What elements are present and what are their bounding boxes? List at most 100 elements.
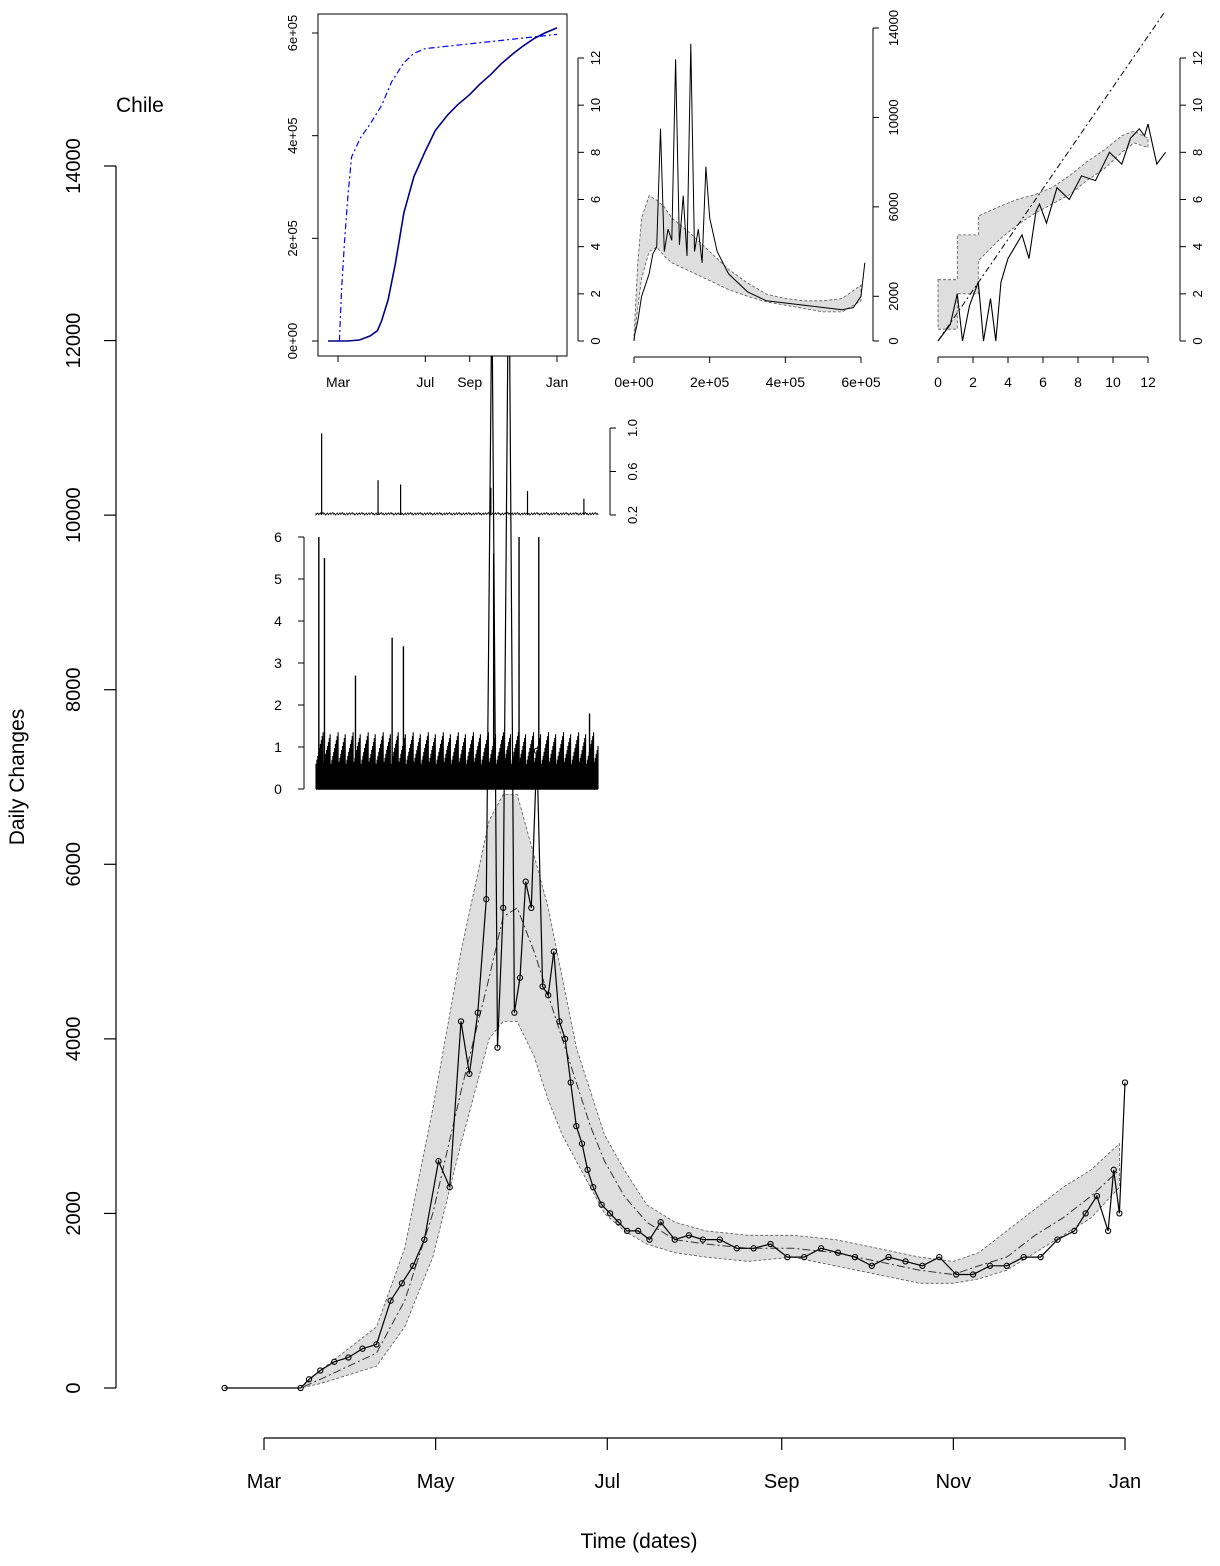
observed-point (767, 1240, 774, 1248)
inset-left-tick-label: 1 (274, 739, 282, 755)
inset-x-tick-label: 12 (1140, 374, 1156, 390)
observed-point (457, 1018, 465, 1025)
inset-left-tick-label: 5 (274, 571, 282, 587)
inset-right-tick-label: 2 (588, 290, 603, 297)
observed-point (1093, 1192, 1101, 1200)
inset-right-tick-label: 0 (886, 337, 901, 344)
inset-x-tick-label: 2e+05 (690, 374, 730, 390)
observed-point (398, 1280, 406, 1287)
inset-right-tick-label: 12 (588, 51, 603, 65)
observed-point (578, 1140, 586, 1147)
inset-x-tick-label: 6e+05 (841, 374, 881, 390)
observed-point (657, 1219, 664, 1226)
observed-point (953, 1271, 960, 1278)
chart-title: Chile (116, 94, 164, 117)
main-central-line (224, 907, 1120, 1389)
inset-right-tick-label: 0 (1190, 337, 1205, 344)
observed-point (716, 1236, 723, 1243)
observed-point (646, 1236, 653, 1243)
observed-point (584, 1166, 591, 1173)
observed-point (986, 1262, 994, 1269)
observed-point (1037, 1253, 1044, 1261)
inset-x-tick-label: 8 (1074, 374, 1082, 390)
inset-cumulative: 0e+00 2e+05 4e+05 6e+05 0 2 4 6 8 10 12 Mar Jul Sep Ja… (285, 13, 603, 390)
inset-x-tick-label: Sep (457, 374, 482, 390)
inset-left-tick-label: 2 (274, 697, 282, 713)
y-tick-label: 12000 (63, 313, 85, 369)
y-tick-label: 10000 (63, 487, 85, 543)
observed-point (317, 1367, 324, 1374)
observed-point (421, 1236, 428, 1243)
observed-point (483, 896, 490, 903)
inset-right-tick-label: 6 (1190, 196, 1205, 203)
observed-point (1116, 1210, 1123, 1217)
log-cumulative-line (338, 33, 558, 342)
x-tick-label: Jul (594, 1471, 620, 1493)
observed-point (969, 1271, 977, 1278)
x-tick-label: May (417, 1471, 455, 1493)
observed-point (331, 1358, 338, 1365)
inset-right-tick-label: 2 (1190, 290, 1205, 297)
inset-x-tick-label: Mar (326, 374, 350, 390)
observed-point (1110, 1166, 1117, 1173)
identity-reference-line (937, 10, 1166, 342)
inset-right-tick-label: 0 (588, 337, 603, 344)
y-tick-label: 0 (63, 1382, 85, 1393)
observed-point (556, 1018, 563, 1025)
observed-point (685, 1232, 693, 1239)
main-interval-band (224, 794, 1120, 1389)
x-tick-label: Sep (764, 1471, 800, 1493)
observed-point (1003, 1262, 1010, 1269)
observed-point (919, 1262, 926, 1269)
observed-point (522, 878, 529, 885)
inset-left-tick-label: 6 (274, 529, 282, 545)
log-log-line (937, 123, 1166, 342)
histogram-bars (315, 732, 599, 789)
observed-point (598, 1201, 605, 1208)
observed-point (466, 1070, 473, 1077)
observed-point (733, 1245, 740, 1252)
inset-right-tick-label: 6000 (886, 192, 901, 221)
observed-point (446, 1184, 453, 1191)
inset-left-tick-label: 0 (274, 781, 282, 797)
observed-point (606, 1210, 614, 1217)
inset-right-tick-label: 2000 (886, 282, 901, 311)
observed-point (573, 1122, 580, 1130)
inset-right-tick-label: 10 (1190, 98, 1205, 112)
inset-x-tick-label: 0 (934, 374, 942, 390)
y-tick-label: 4000 (63, 1017, 85, 1062)
inset-right-tick-label: 12 (1190, 51, 1205, 65)
observed-point (834, 1249, 842, 1256)
main-x-axis: Mar May Jul Sep Nov Jan (247, 1437, 1141, 1493)
observed-line (224, 227, 1126, 1389)
observed-point (615, 1219, 622, 1226)
observed-point (561, 1035, 569, 1043)
inset-left-tick-label: 3 (274, 655, 282, 671)
observed-point (784, 1253, 791, 1261)
observed-point (1082, 1210, 1089, 1217)
y-tick-label: 14000 (63, 138, 85, 194)
observed-point (851, 1253, 859, 1261)
cumulative-line (328, 27, 558, 342)
inset-x-tick-label: 4e+05 (766, 374, 806, 390)
observed-point (500, 904, 507, 912)
observed-point (1020, 1253, 1027, 1261)
observed-point (345, 1354, 352, 1361)
observed-point (750, 1245, 757, 1252)
interval-band-area (224, 794, 1120, 1389)
observed-point (494, 1044, 501, 1051)
y-tick-label: 6000 (63, 842, 85, 887)
observed-point (1121, 1079, 1129, 1086)
interval-band-area (633, 195, 862, 342)
inset-right-tick-label: 14000 (886, 10, 901, 46)
x-tick-label: Nov (936, 1471, 972, 1493)
inset-right-tick-label: 6 (588, 196, 603, 203)
observed-point (373, 1341, 380, 1348)
observed-point (590, 1184, 597, 1191)
observed-point (699, 1236, 707, 1243)
y-axis-label: Daily Changes (6, 709, 29, 846)
inset-x-tick-label: 6 (1039, 374, 1047, 390)
observed-point (387, 1297, 394, 1304)
inset-left-tick-label: 6e+05 (285, 15, 300, 52)
